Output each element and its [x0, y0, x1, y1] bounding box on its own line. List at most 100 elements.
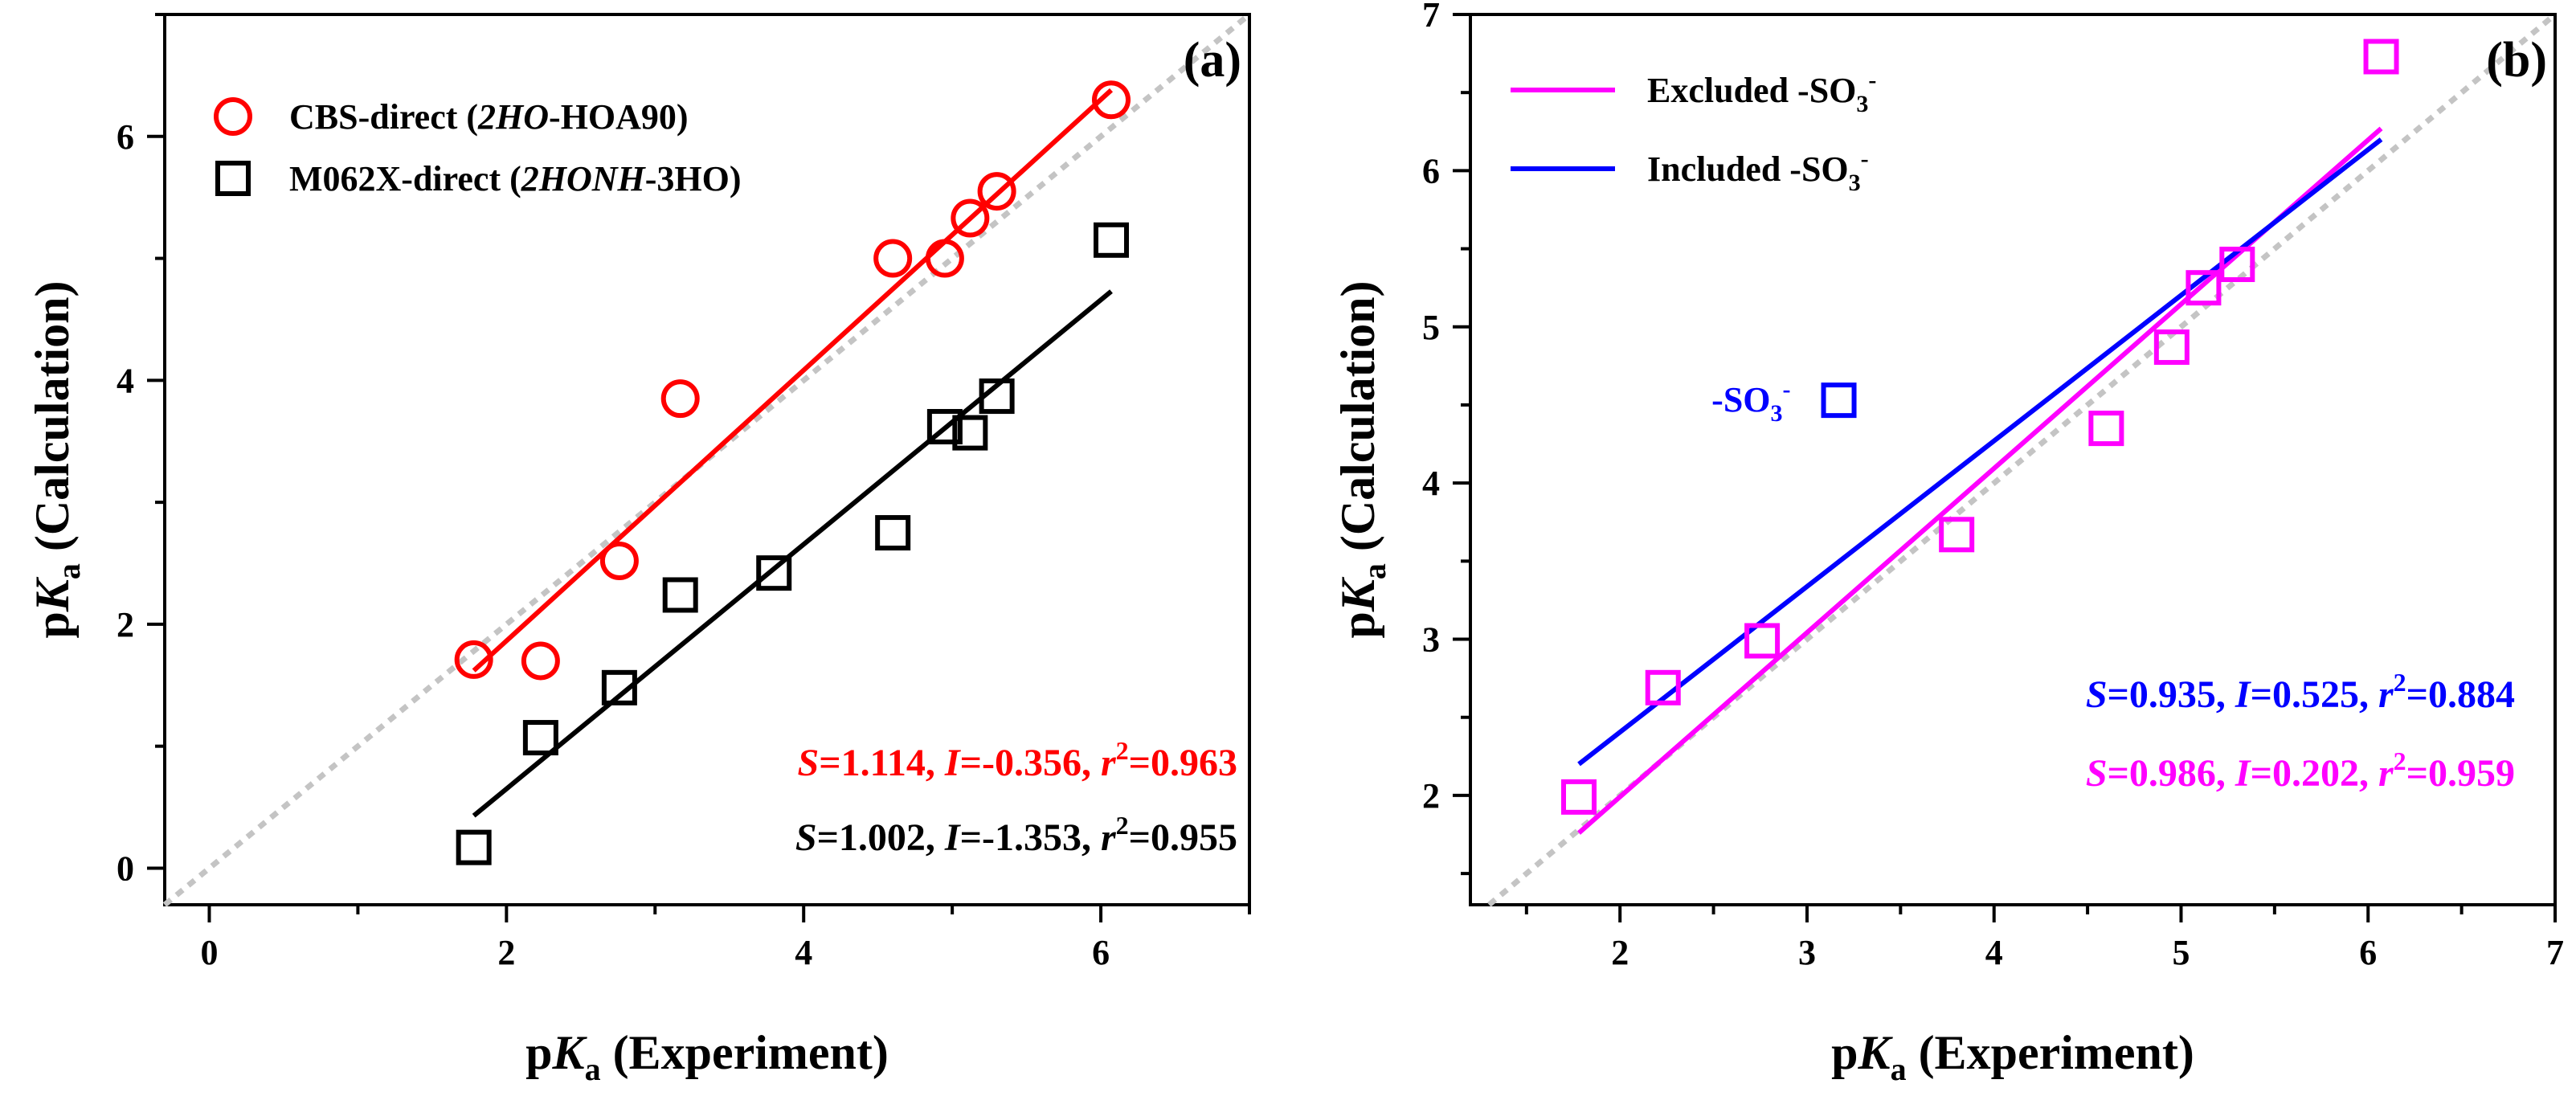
text-part: p: [1331, 611, 1384, 638]
text-part: p: [1831, 1026, 1858, 1079]
legend-label: CBS-direct (2HO-HOA90): [289, 97, 689, 137]
text-part: I: [2235, 752, 2252, 795]
x-tick-label: 3: [1798, 933, 1816, 972]
legend-marker: [215, 161, 251, 196]
data-point-square: [1561, 779, 1597, 815]
legend-label: Excluded -SO3-: [1647, 67, 1876, 117]
text-part: Excluded -SO: [1647, 71, 1856, 110]
data-point-square: [2219, 247, 2255, 283]
x-tick-label: 2: [1611, 933, 1629, 972]
x-tick-label: 0: [200, 933, 218, 972]
data-point-circle: [599, 541, 639, 580]
y-tick-label: 4: [117, 361, 134, 400]
text-part: S: [2086, 673, 2108, 716]
text-part: I: [944, 816, 962, 859]
text-part: -SO: [1711, 380, 1770, 419]
text-part: S: [795, 816, 817, 859]
text-part: 2: [1116, 811, 1129, 840]
text-part: K: [552, 1026, 588, 1079]
data-point-square: [952, 415, 988, 451]
data-point-square: [875, 515, 911, 551]
data-point-circle: [873, 239, 913, 278]
y-axis-label: pKa (Calculation): [26, 280, 87, 638]
text-part: -3HO): [645, 159, 742, 198]
text-part: 2: [2394, 668, 2406, 697]
data-point-circle: [951, 198, 990, 238]
text-part: 3: [1856, 91, 1868, 117]
data-point-circle: [454, 640, 493, 679]
text-part: a: [51, 563, 87, 579]
text-part: 2HONH: [521, 159, 647, 198]
text-part: =0.963: [1129, 742, 1237, 784]
text-part: M062X-direct (: [289, 159, 521, 198]
data-point-square: [2186, 270, 2222, 306]
y-axis-label: pKa (Calculation): [1331, 280, 1392, 638]
text-part: 3: [1771, 400, 1783, 427]
text-part: =0.202,: [2251, 752, 2378, 795]
y-tick-label: 4: [1422, 464, 1440, 503]
text-part: K: [1331, 576, 1384, 612]
data-point-square: [756, 555, 792, 591]
text-part: 2HO: [477, 97, 549, 137]
text-part: p: [525, 1026, 552, 1079]
x-tick-label: 2: [497, 933, 515, 972]
fit-line: [1577, 137, 2383, 767]
y-tick-label: 2: [117, 605, 134, 644]
diagonal-reference-line: [162, 12, 1252, 907]
text-part: =0.884: [2406, 673, 2515, 716]
text-part: (Experiment): [601, 1026, 889, 1079]
text-part: =0.986,: [2108, 752, 2235, 795]
point-annotation: -SO3-: [1711, 376, 1790, 427]
data-point-square: [2088, 411, 2124, 447]
fit-statistics: S=0.986, I=0.202, r2=0.959: [2086, 746, 2515, 795]
y-tick-label: 0: [117, 849, 134, 888]
text-part: (Experiment): [1907, 1026, 2194, 1079]
text-part: -HOA90): [549, 97, 689, 137]
x-tick-label: 5: [2172, 933, 2190, 972]
text-part: =-1.353,: [960, 816, 1101, 859]
y-tick-label: 5: [1422, 308, 1440, 347]
text-part: =0.935,: [2108, 673, 2235, 716]
text-part: -: [1783, 376, 1791, 403]
data-point-circle: [1092, 80, 1131, 120]
fit-line: [472, 88, 1114, 673]
fit-statistics: S=0.935, I=0.525, r2=0.884: [2086, 668, 2515, 716]
data-point-square: [1939, 517, 1975, 553]
panel-label: (a): [1184, 33, 1241, 88]
panel-label: (b): [2486, 33, 2547, 88]
text-part: =1.114,: [819, 742, 945, 784]
text-part: K: [26, 576, 79, 612]
x-tick-label: 6: [2359, 933, 2377, 972]
fit-statistics: S=1.002, I=-1.353, r2=0.955: [795, 811, 1237, 859]
x-tick-label: 4: [1985, 933, 2003, 972]
data-point-circle: [977, 172, 1016, 211]
text-part: a: [1356, 563, 1392, 579]
text-part: r: [1101, 742, 1117, 784]
fit-line: [472, 289, 1113, 818]
data-point-square: [2363, 39, 2399, 75]
data-point-square: [1094, 222, 1130, 258]
data-point-square: [2153, 329, 2190, 366]
text-part: r: [2378, 673, 2394, 716]
text-part: S: [2086, 752, 2108, 795]
text-part: K: [1858, 1026, 1894, 1079]
data-point-square: [1645, 669, 1681, 705]
text-part: I: [2235, 673, 2252, 716]
text-part: r: [1101, 816, 1117, 859]
text-part: I: [944, 742, 962, 784]
data-point-circle: [660, 379, 700, 419]
fit-statistics: S=1.114, I=-0.356, r2=0.963: [798, 736, 1237, 784]
text-part: 3: [1849, 170, 1861, 196]
data-point-square: [662, 577, 698, 613]
text-part: (Calculation): [1331, 280, 1384, 563]
legend-label: Included -SO3-: [1647, 145, 1869, 196]
x-tick-label: 4: [795, 933, 812, 972]
x-axis-label: pKa (Experiment): [525, 1026, 889, 1087]
text-part: p: [26, 611, 79, 638]
text-part: r: [2378, 752, 2394, 795]
text-part: 2: [1116, 736, 1129, 765]
x-tick-label: 6: [1092, 933, 1110, 972]
y-tick-label: 7: [1422, 0, 1440, 35]
